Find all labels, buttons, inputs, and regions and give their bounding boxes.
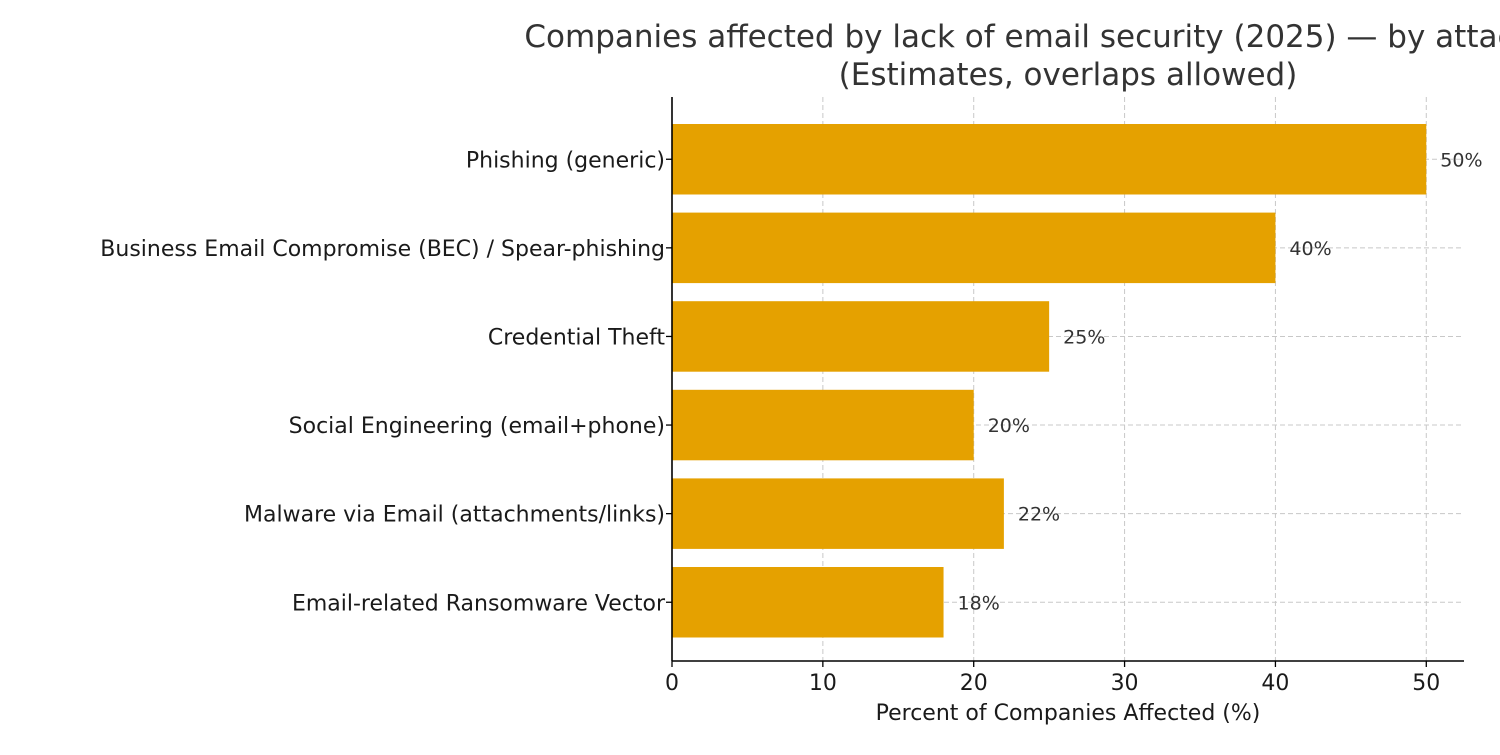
category-label-4: Malware via Email (attachments/links)	[244, 503, 665, 528]
category-label-0: Phishing (generic)	[466, 148, 665, 173]
value-label-0: 50%	[1440, 149, 1482, 171]
bars	[672, 124, 1427, 638]
bar-0	[672, 124, 1427, 195]
x-tick-label-1: 10	[809, 671, 837, 696]
bar-3	[672, 389, 974, 461]
bar-2	[672, 301, 1050, 372]
bar-5	[672, 567, 944, 638]
x-tick-label-2: 20	[960, 671, 988, 696]
value-label-5: 18%	[958, 592, 1000, 614]
axes	[666, 97, 1464, 667]
chart-subtitle: (Estimates, overlaps allowed)	[839, 57, 1298, 93]
category-label-5: Email-related Ransomware Vector	[292, 591, 666, 616]
category-label-3: Social Engineering (email+phone)	[289, 414, 665, 439]
bar-1	[672, 212, 1276, 284]
value-label-2: 25%	[1063, 326, 1105, 348]
x-tick-label-5: 50	[1412, 671, 1440, 696]
x-tick-label-0: 0	[665, 671, 679, 696]
x-tick-label-3: 30	[1111, 671, 1139, 696]
x-tick-label-4: 40	[1261, 671, 1289, 696]
value-label-3: 20%	[988, 415, 1030, 437]
bar-4	[672, 478, 1004, 549]
value-label-1: 40%	[1289, 238, 1331, 260]
value-label-4: 22%	[1018, 504, 1060, 526]
category-label-2: Credential Theft	[488, 325, 666, 350]
category-label-1: Business Email Compromise (BEC) / Spear-…	[100, 237, 665, 262]
chart-title: Companies affected by lack of email secu…	[524, 19, 1500, 55]
x-axis-title: Percent of Companies Affected (%)	[876, 701, 1261, 726]
labels: 50% Phishing (generic) 40% Business Email C…	[100, 148, 1482, 696]
